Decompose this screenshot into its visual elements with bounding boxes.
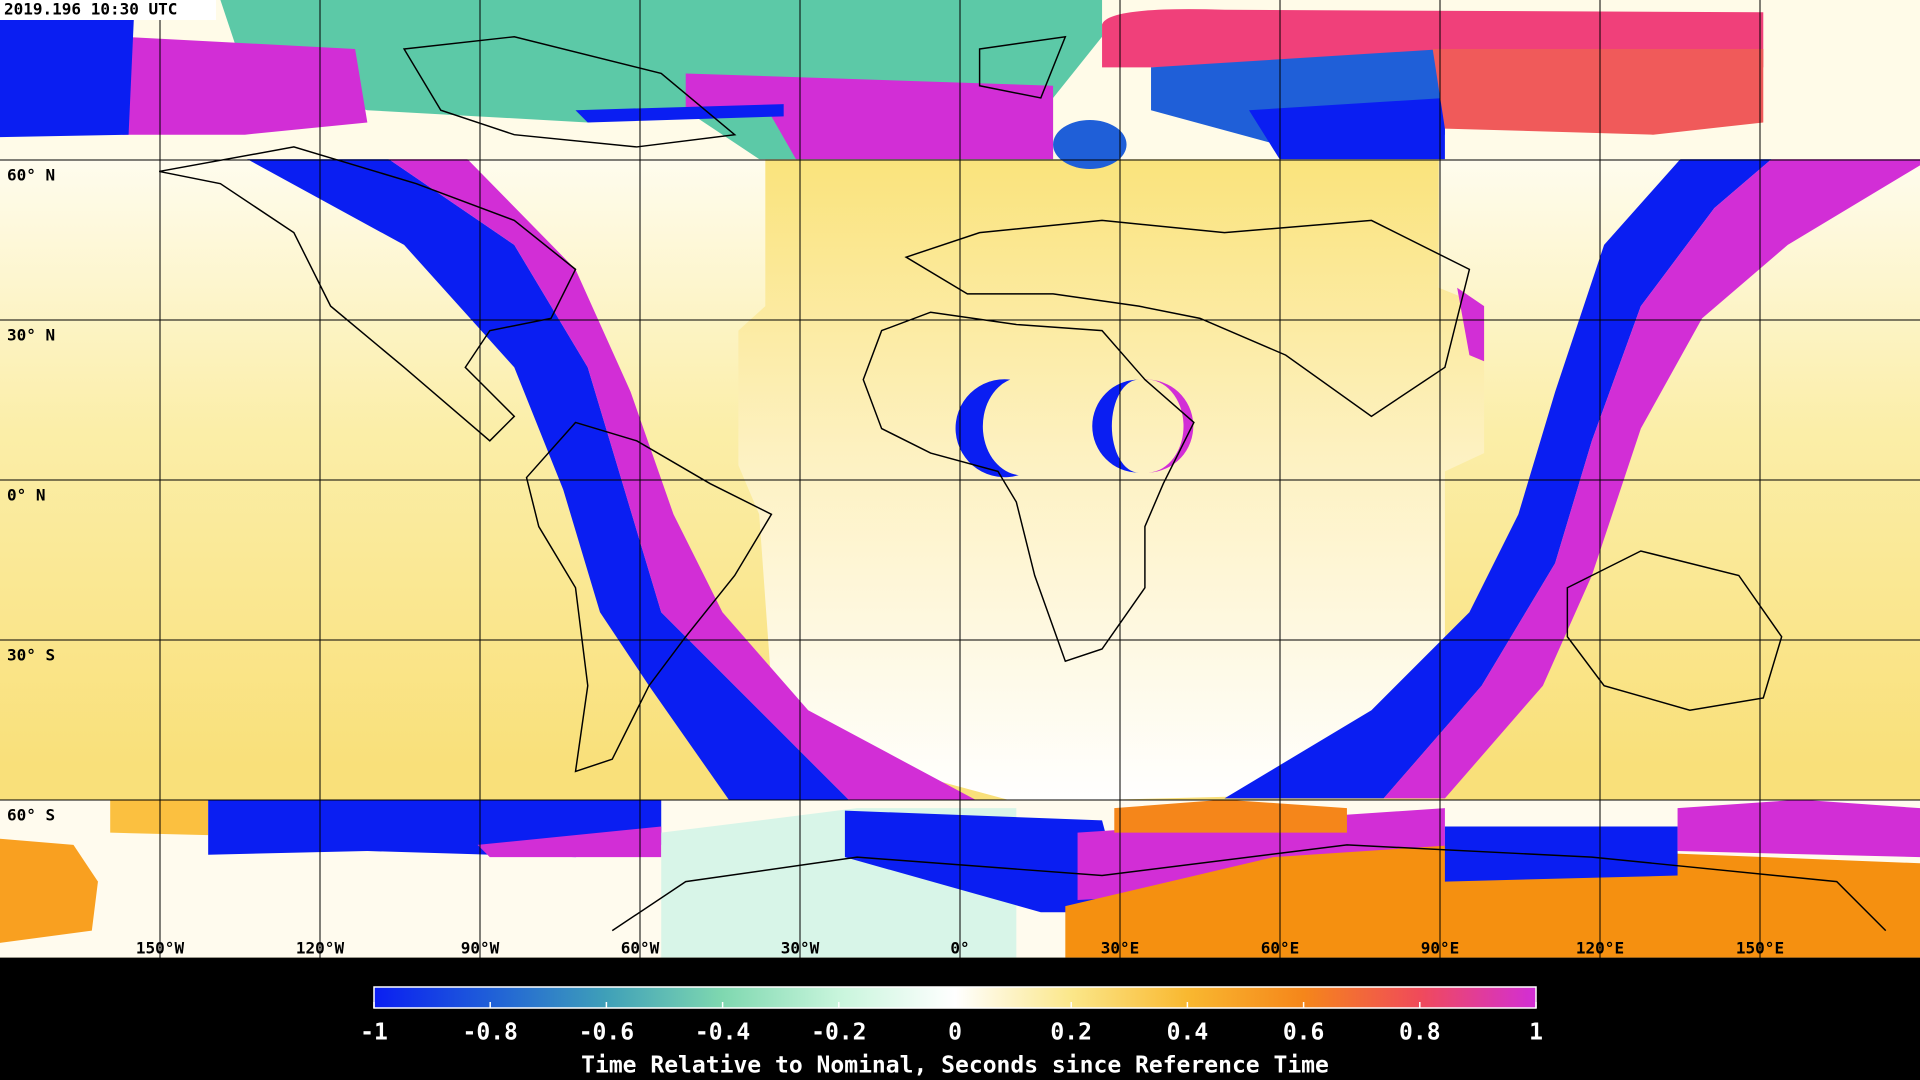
timestamp: 2019.196 10:30 UTC xyxy=(4,0,177,19)
lon-label: 120°E xyxy=(1576,939,1624,958)
lat-label: 60° N xyxy=(7,166,55,185)
orange-region xyxy=(110,799,209,836)
coastline xyxy=(611,844,1887,932)
lon-label: 30°W xyxy=(781,939,820,958)
colorbar-tick-label: 0.6 xyxy=(1283,1020,1325,1046)
lon-label: 120°W xyxy=(296,939,345,958)
blue-region xyxy=(844,810,1127,913)
magenta-region xyxy=(122,36,368,135)
timestamp-box xyxy=(0,0,216,20)
colorbar-tick-label: 0 xyxy=(948,1020,962,1046)
orange-region xyxy=(0,838,98,943)
colorbar-tick-label: 1 xyxy=(1529,1020,1543,1046)
blue-strip xyxy=(575,104,784,123)
lon-label: 90°W xyxy=(461,939,500,958)
graticule-labels: 60° N 30° N 0° N 30° S 60° S 150°W 120°W 90°W 60… xyxy=(7,166,1784,958)
lon-label: 150°E xyxy=(1736,939,1784,958)
coastline xyxy=(904,219,1471,418)
lon-label: 150°W xyxy=(136,939,185,958)
colorbar-ticks: -1 -0.8 -0.6 -0.4 -0.2 0 0.2 0.4 0.6 0.8 1 xyxy=(360,1002,1543,1046)
graticule xyxy=(0,799,1920,801)
colorbar-tick-label: -0.2 xyxy=(811,1020,866,1046)
coastline xyxy=(159,146,577,442)
lon-label: 60°W xyxy=(621,939,660,958)
magenta-band xyxy=(1383,134,1920,799)
coastline xyxy=(862,311,1195,663)
colorbar-tick-label: -0.6 xyxy=(579,1020,634,1046)
lon-label: 30°E xyxy=(1101,939,1140,958)
red-region xyxy=(1432,48,1764,135)
blue-region xyxy=(1444,826,1678,882)
coastline xyxy=(525,421,773,773)
orange-region xyxy=(1114,799,1347,833)
magenta-region xyxy=(685,73,1054,160)
lat-label: 0° N xyxy=(7,486,46,505)
lon-label: 60°E xyxy=(1261,939,1300,958)
blue-patch xyxy=(1053,120,1127,169)
lon-label: 0° xyxy=(950,939,969,958)
blue-region xyxy=(1248,97,1445,160)
blue-crescent xyxy=(955,379,1019,478)
magenta-patch xyxy=(1457,287,1485,362)
colorbar-tick-label: -0.4 xyxy=(695,1020,750,1046)
blue-region xyxy=(0,0,135,138)
center-region xyxy=(738,159,1485,803)
colorbar-tick-label: 0.8 xyxy=(1399,1020,1441,1046)
magenta-region xyxy=(477,826,662,858)
lat-label: 60° S xyxy=(7,806,55,825)
colorbar-tick-label: -0.8 xyxy=(463,1020,518,1046)
colorbar-tick-label: -1 xyxy=(360,1020,388,1046)
coastline xyxy=(402,35,1067,148)
lat-label: 30° S xyxy=(7,646,55,665)
colorbar-tick-label: 0.2 xyxy=(1050,1020,1092,1046)
lat-label: 30° N xyxy=(7,326,55,345)
colorbar-tick-label: 0.4 xyxy=(1167,1020,1209,1046)
lon-label: 90°E xyxy=(1421,939,1460,958)
blue-crescent xyxy=(1092,379,1139,473)
colorbar-label: Time Relative to Nominal, Seconds since … xyxy=(581,1053,1329,1079)
coastline xyxy=(1566,550,1783,711)
magenta-region xyxy=(1677,799,1920,858)
orange-region xyxy=(1065,844,1920,958)
